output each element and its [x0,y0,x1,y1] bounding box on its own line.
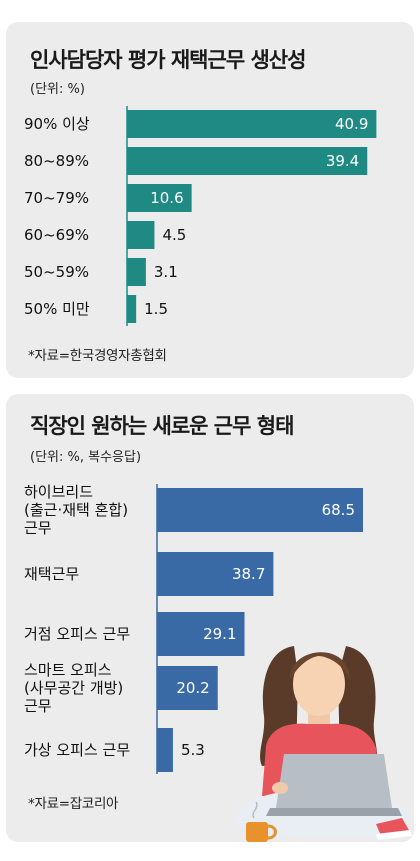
chart1-bar [127,221,155,249]
chart1-category-label: 70~79% [24,189,89,207]
chart2-category-line: 거점 오피스 근무 [24,625,130,643]
chart2-bar [157,612,245,656]
chart1-value-label: 40.9 [335,115,368,133]
chart1-value-label: 4.5 [162,226,186,244]
chart2-bar [157,488,363,532]
chart1-unit: (단위: %) [30,82,85,97]
chart1-value-label: 1.5 [144,300,168,318]
chart2-category-line: 근무 [24,697,52,715]
chart2-category-line: 재택근무 [24,565,79,583]
chart2-category-label: 거점 오피스 근무 [24,625,130,643]
chart1-bar [127,295,137,323]
chart2-category-line: 하이브리드 [24,483,93,501]
chart1-value-label: 10.6 [150,189,183,207]
chart1-category-label: 50~59% [24,263,89,281]
chart2-bar [157,728,173,772]
chart1-svg: 90% 이상 40.9 80~89% 39.4 70~79% 10.6 60~69% 4.5 5… [24,106,377,326]
chart2-category-line: 근무 [24,519,52,537]
chart1-category-label: 90% 이상 [24,115,90,133]
woman-with-laptop-illustration [235,646,412,842]
chart1-bar [127,258,146,286]
chart1-value-label: 3.1 [154,263,178,281]
chart2-title: 직장인 원하는 새로운 근무 형태 [30,414,294,438]
chart1-category-label: 50% 미만 [24,300,90,318]
chart1-bar [127,110,377,138]
chart1-bar [127,184,192,212]
chart2-category-label: 스마트 오피스 (사무공간 개방) 근무 [24,661,123,715]
chart2-value-label: 20.2 [176,679,209,697]
chart2-value-label: 68.5 [322,501,355,519]
chart1-value-label: 39.4 [326,152,359,170]
chart1-category-label: 60~69% [24,226,89,244]
chart1-category-label: 80~89% [24,152,89,170]
chart2-category-label: 하이브리드 (출근·재택 혼합) 근무 [24,483,128,537]
chart2-bar [157,666,218,710]
chart2-value-label: 38.7 [232,565,265,583]
chart2-value-label: 5.3 [181,741,205,759]
chart2-bar [157,552,274,596]
chart2-category-line: 가상 오피스 근무 [24,741,130,759]
chart1-bar [127,147,368,175]
chart2-category-line: 스마트 오피스 [24,661,112,679]
chart1-source: *자료=한국경영자총협회 [28,348,167,364]
chart2-unit: (단위: %, 복수응답) [30,450,142,465]
productivity-chart-card: 인사담당자 평가 재택근무 생산성 (단위: %) 90% 이상 40.9 80~8… [6,22,414,378]
chart2-category-line: (출근·재택 혼합) [24,501,128,519]
chart2-category-line: (사무공간 개방) [24,679,123,697]
chart1-title: 인사담당자 평가 재택근무 생산성 [30,48,306,72]
chart2-source: *자료=잡코리아 [28,796,119,812]
chart2-value-label: 29.1 [203,625,236,643]
chart2-category-label: 재택근무 [24,565,79,583]
chart2-category-label: 가상 오피스 근무 [24,741,130,759]
